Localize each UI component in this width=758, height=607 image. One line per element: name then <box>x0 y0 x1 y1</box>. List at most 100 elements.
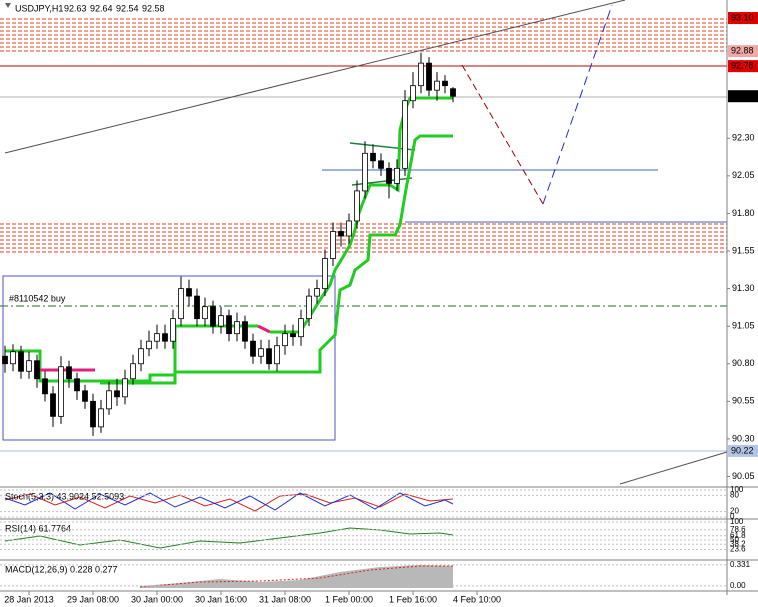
x-tick-label: 30 Jan 00:00 <box>131 594 183 604</box>
x-tick-label: 1 Feb 00:00 <box>325 594 373 604</box>
candle-body <box>442 80 448 87</box>
price-label: 93.10 <box>731 12 754 22</box>
indicator-tick-label: 80 <box>730 491 739 500</box>
indicator-tick-label: 23.6 <box>730 545 746 554</box>
trend-step-line <box>257 324 271 334</box>
candle-body <box>106 390 112 410</box>
x-tick-label: 29 Jan 08:00 <box>67 594 119 604</box>
candle-body <box>306 295 312 320</box>
x-tick-label: 4 Feb 10:00 <box>453 594 501 604</box>
x-tick-label: 31 Jan 08:00 <box>259 594 311 604</box>
price-label-box <box>728 45 758 58</box>
x-tick-label: 1 Feb 16:00 <box>389 594 437 604</box>
candle-body <box>386 167 392 184</box>
candles <box>2 52 456 436</box>
price-label: 92.58 <box>731 91 754 101</box>
candle-body <box>26 360 32 372</box>
candle-body <box>410 85 416 102</box>
price-label-box <box>728 12 758 25</box>
support-zone <box>0 223 727 253</box>
macd-signal <box>139 565 453 588</box>
stoch-signal <box>4 493 454 512</box>
y-tick-label: 90.55 <box>732 396 755 406</box>
candle-body <box>266 348 272 365</box>
indicator-tick-label: 100 <box>730 517 744 526</box>
y-tick-label: 91.30 <box>732 283 755 293</box>
candle-body <box>298 318 304 338</box>
high-price: 92.64 <box>90 3 113 13</box>
y-tick-label: 91.05 <box>732 321 755 331</box>
candle-body <box>98 408 104 428</box>
candle-body <box>138 348 144 365</box>
trend-line <box>619 451 728 485</box>
candle-body <box>58 366 64 417</box>
candle-body <box>290 333 296 338</box>
y-tick-label: 91.55 <box>732 245 755 255</box>
candle-body <box>370 152 376 162</box>
indicator-title: RSI(14) 61.7764 <box>5 523 71 533</box>
price-label: 92.78 <box>731 61 754 71</box>
trend-line <box>4 0 626 154</box>
candle-body <box>362 152 368 192</box>
candle-body <box>418 62 424 87</box>
candle-body <box>346 220 352 237</box>
candle-body <box>2 355 8 365</box>
y-tick-label: 90.80 <box>732 358 755 368</box>
order-label: #8110542 buy <box>9 293 66 303</box>
candle-body <box>74 378 80 392</box>
indicator-tick-label: 78.6 <box>730 525 746 534</box>
symbol: USDJPY,H1 <box>15 3 63 13</box>
candle-body <box>354 190 360 222</box>
candle-body <box>122 378 128 398</box>
indicator-tick-label: 50 <box>730 535 739 544</box>
candle-body <box>234 321 240 335</box>
candle-body <box>34 360 40 380</box>
y-tick-label: 90.30 <box>732 433 755 443</box>
candle-body <box>250 340 256 357</box>
candle-body <box>114 390 120 398</box>
indicator-tick-label: 0 <box>730 512 735 521</box>
y-tick-label: 92.30 <box>732 133 755 143</box>
candle-body <box>226 315 232 335</box>
projection-down <box>461 64 544 205</box>
indicator-tick-label: 61.8 <box>730 531 746 540</box>
candle-body <box>394 167 400 184</box>
candle-body <box>426 62 432 91</box>
indicator-title: MACD(12,26,9) 0.228 0.277 <box>5 564 118 574</box>
indicator-title: Stoch(5,3,3) 43.9024 52.5093 <box>5 491 124 501</box>
candle-body <box>314 288 320 297</box>
indicator-tick-label: 38.2 <box>730 539 746 548</box>
candle-body <box>82 390 88 402</box>
candle-body <box>10 351 16 365</box>
indicator-tick-label: 100 <box>730 485 744 494</box>
candle-body <box>186 288 192 297</box>
candle-body <box>338 231 344 237</box>
candle-body <box>66 366 72 380</box>
candle-body <box>322 258 328 289</box>
candle-body <box>218 315 224 327</box>
trend-step-line <box>100 134 453 385</box>
candle-body <box>402 100 408 169</box>
candle-body <box>170 318 176 342</box>
indicator-tick-label: 20 <box>730 507 739 516</box>
candle-body <box>194 295 200 320</box>
indicator-tick-label: 0.331 <box>730 560 751 569</box>
candle-body <box>42 378 48 395</box>
candle-body <box>154 333 160 342</box>
channel-line <box>351 177 413 186</box>
open-price: 92.63 <box>64 3 87 13</box>
symbol-icon <box>5 3 11 8</box>
candle-body <box>258 348 264 357</box>
x-tick-label: 30 Jan 16:00 <box>195 594 247 604</box>
candle-body <box>162 333 168 342</box>
y-tick-label: 92.05 <box>732 170 755 180</box>
candle-body <box>202 306 208 320</box>
x-tick-label: 28 Jan 2013 <box>4 594 54 604</box>
candle-body <box>274 345 280 365</box>
stoch-main <box>4 492 454 511</box>
candle-body <box>130 363 136 380</box>
candle-body <box>178 288 184 320</box>
